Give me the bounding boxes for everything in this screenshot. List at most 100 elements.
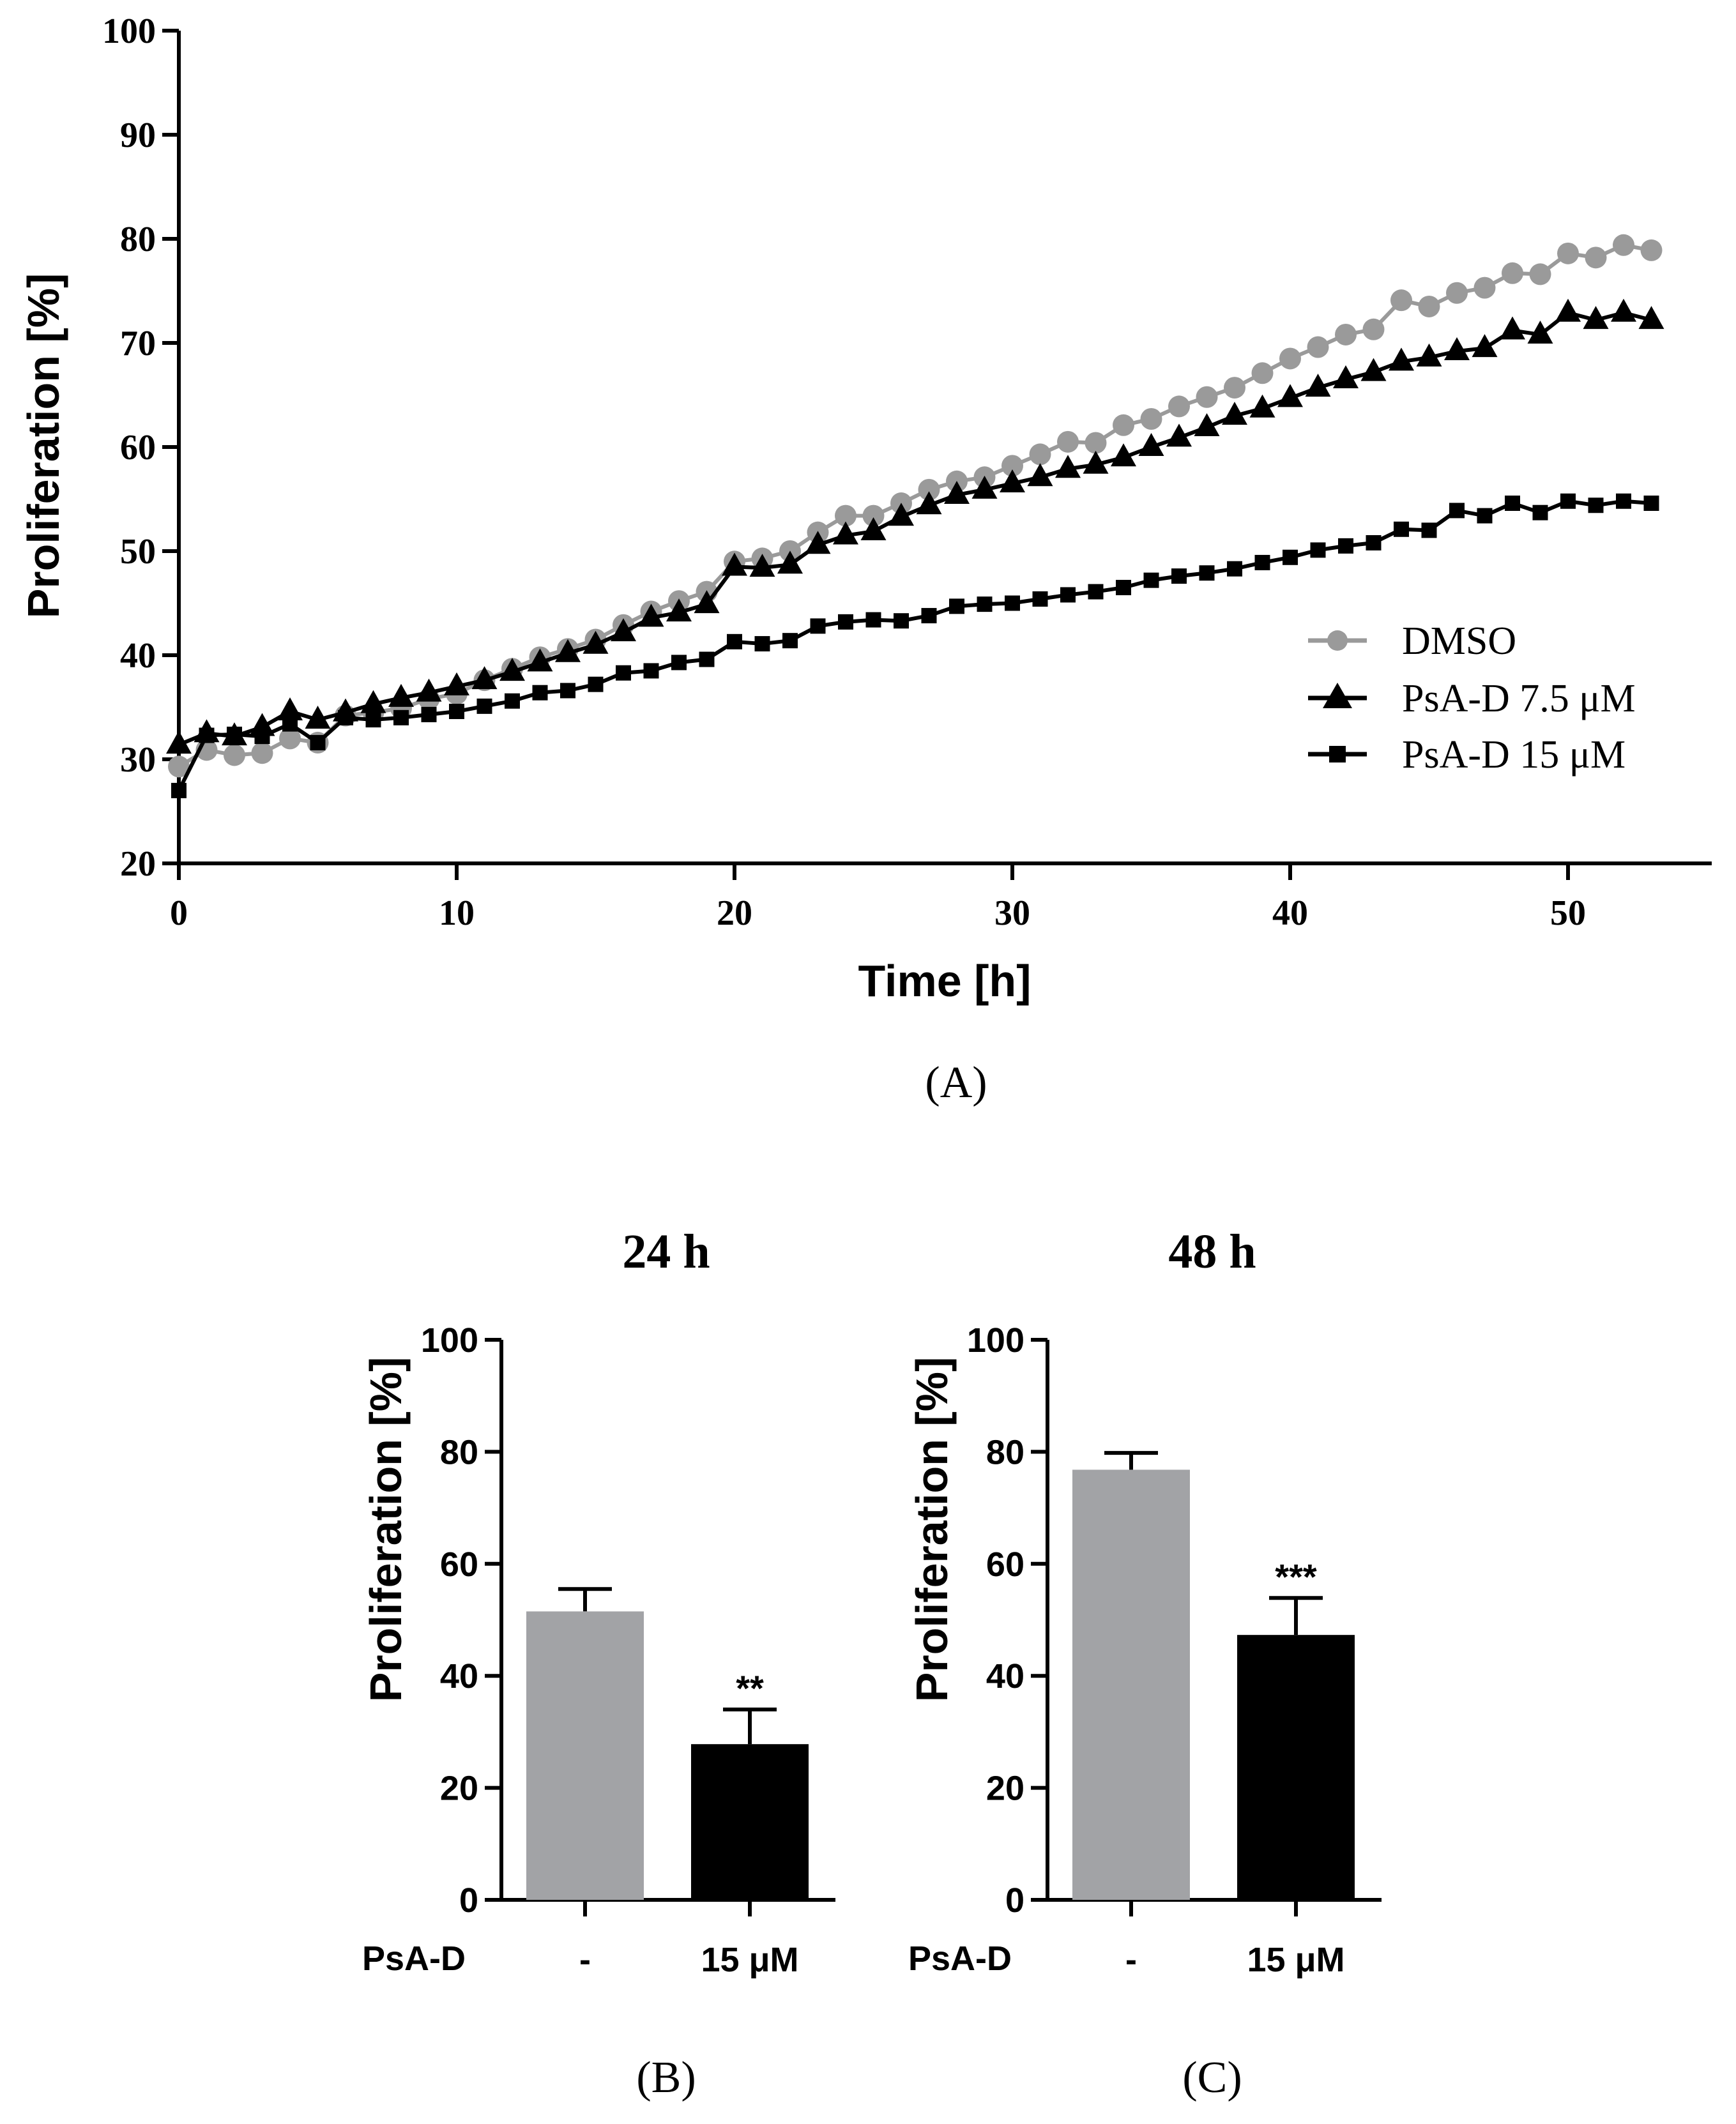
bar-chart-y-tick-label: 80 — [440, 1433, 478, 1471]
line-chart-point — [1166, 423, 1192, 447]
line-chart-y-tick-label: 40 — [120, 636, 156, 676]
line-chart-point — [694, 590, 720, 614]
line-chart-point — [1055, 455, 1081, 478]
bar-chart-24h-row-label: PsA-D — [362, 1939, 466, 1978]
line-chart-point — [916, 491, 942, 515]
line-chart-point — [611, 618, 636, 642]
line-chart-point — [1168, 395, 1190, 418]
bar-chart-24h-axes: 0 20 40 60 80 100 — [421, 1321, 835, 1920]
line-chart-point — [977, 596, 993, 612]
line-chart-point — [1196, 386, 1218, 408]
bar-chart-24h-title: 24 h — [622, 1225, 710, 1278]
line-chart-point — [1001, 455, 1023, 477]
line-chart-point — [1444, 337, 1470, 361]
significance-label: ** — [736, 1668, 764, 1708]
line-chart-point — [777, 550, 803, 574]
line-chart-point — [1643, 496, 1659, 512]
line-chart-point — [971, 475, 998, 499]
line-chart-point — [638, 603, 664, 627]
significance-label: *** — [1275, 1556, 1317, 1597]
line-chart-point — [1194, 413, 1220, 437]
line-chart-y-tick-label: 100 — [102, 11, 156, 51]
line-chart-point — [1083, 450, 1109, 474]
bar-chart-y-tick-label: 40 — [440, 1657, 478, 1695]
line-chart-point — [310, 734, 326, 750]
line-chart-point — [1113, 414, 1134, 436]
line-chart-point — [444, 672, 469, 695]
line-chart-point — [1588, 497, 1604, 513]
line-chart-point — [1477, 508, 1493, 524]
line-chart-point — [1254, 554, 1270, 570]
line-chart-point — [1616, 493, 1631, 509]
line-chart-x-tick-label: 0 — [170, 893, 188, 933]
line-chart-point — [949, 598, 964, 614]
line-chart-point — [1418, 295, 1440, 317]
bar-chart-y-tick-label: 40 — [986, 1657, 1024, 1695]
bar-chart-48h-bars: - 15 μM *** — [1072, 1451, 1355, 1979]
line-chart-point — [1057, 430, 1079, 453]
bar-chart-y-tick-label: 60 — [440, 1545, 478, 1584]
line-chart-point — [1171, 568, 1187, 584]
line-chart-point — [888, 503, 914, 526]
bar-chart-48h-row-label: PsA-D — [908, 1939, 1012, 1978]
line-chart-axes: 20 30 40 50 60 70 80 90 100 0 10 20 30 40 50 — [102, 11, 1712, 933]
line-chart-point — [1251, 362, 1274, 384]
line-chart-point — [555, 639, 581, 662]
line-chart-point — [1005, 595, 1020, 611]
line-chart-x-tick-label: 40 — [1272, 893, 1308, 933]
line-chart-point — [227, 726, 242, 742]
bar-chart-48h-panel: 48 h 0 20 40 60 80 100 - 15 μM *** Proliferatio… — [907, 1225, 1382, 2102]
line-chart-point — [1307, 336, 1329, 358]
legend-marker-psad-15 — [1329, 746, 1346, 762]
bar-chart-y-tick-label: 0 — [459, 1881, 478, 1920]
line-chart-point — [393, 709, 409, 725]
line-chart-point — [1638, 306, 1664, 330]
line-chart-point — [1611, 298, 1636, 322]
line-chart-point — [1421, 522, 1437, 538]
line-chart-point — [1338, 538, 1353, 554]
line-chart-point — [782, 633, 798, 649]
bar — [1072, 1469, 1190, 1900]
line-chart-point — [749, 554, 775, 577]
line-chart-point — [168, 755, 190, 778]
line-chart-point — [1116, 580, 1131, 596]
line-chart-point — [582, 630, 609, 654]
bar-category-label: - — [579, 1941, 591, 1979]
line-chart-point — [588, 676, 604, 692]
bar-chart-y-tick-label: 100 — [421, 1321, 478, 1360]
legend-item-psad-15: PsA-D 15 μM — [1308, 733, 1626, 777]
legend-label-psad-7-5: PsA-D 7.5 μM — [1402, 677, 1636, 720]
line-chart-point — [1277, 384, 1303, 407]
line-chart-point — [1585, 247, 1607, 269]
line-chart-point — [918, 478, 940, 501]
line-chart-point — [1224, 377, 1245, 399]
line-chart-point — [388, 683, 414, 707]
line-chart-legend: DMSO PsA-D 7.5 μM PsA-D 15 μM — [1308, 619, 1636, 777]
line-chart-point — [921, 608, 937, 624]
line-chart-point — [1199, 565, 1215, 581]
line-chart-point — [862, 504, 885, 527]
line-chart-point — [1000, 469, 1025, 493]
line-chart-point — [1416, 343, 1442, 367]
line-chart-point — [1394, 521, 1409, 537]
line-chart-point — [279, 727, 301, 750]
bar — [526, 1611, 644, 1900]
line-chart-point — [1613, 234, 1634, 256]
line-chart-point — [1143, 572, 1159, 588]
bar — [691, 1744, 809, 1900]
line-chart-point — [560, 683, 575, 699]
line-chart-point — [1362, 318, 1385, 340]
bar-chart-24h-y-axis-title: Proliferation [%] — [361, 1357, 411, 1703]
line-chart-point — [1366, 535, 1382, 550]
line-chart-point — [666, 598, 692, 622]
line-chart-point — [1227, 561, 1242, 577]
line-chart-point — [1140, 407, 1162, 430]
line-chart-point — [532, 685, 548, 701]
line-chart-point — [722, 552, 747, 576]
line-chart-point — [1527, 320, 1553, 344]
line-chart-series-2 — [171, 493, 1659, 798]
line-chart-point — [254, 729, 270, 745]
legend-item-psad-7-5: PsA-D 7.5 μM — [1308, 677, 1636, 720]
line-chart-point — [199, 727, 215, 743]
